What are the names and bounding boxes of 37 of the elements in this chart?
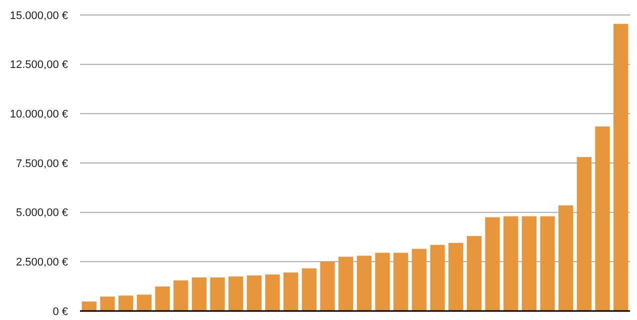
y-tick-label: 2.500,00 € bbox=[16, 256, 68, 269]
bar bbox=[595, 126, 610, 311]
bar bbox=[320, 262, 335, 311]
bar bbox=[192, 277, 206, 311]
bar bbox=[210, 277, 225, 311]
bar bbox=[338, 256, 354, 311]
bar bbox=[100, 296, 115, 311]
bar bbox=[614, 24, 628, 311]
bar bbox=[265, 274, 280, 311]
bar bbox=[82, 302, 96, 311]
bar bbox=[504, 216, 518, 311]
bar bbox=[356, 256, 372, 311]
bar bbox=[155, 286, 170, 311]
y-tick-label: 12.500,00 € bbox=[10, 59, 68, 72]
bar bbox=[466, 236, 482, 311]
bar bbox=[540, 216, 555, 311]
bar bbox=[136, 294, 152, 311]
bar bbox=[430, 244, 445, 311]
bar bbox=[412, 248, 426, 311]
bar bbox=[522, 216, 536, 311]
y-tick-label: 5.000,00 € bbox=[16, 207, 68, 220]
bar bbox=[118, 296, 134, 311]
y-tick-label: 0 € bbox=[52, 306, 68, 318]
y-tick-label: 10.000,00 € bbox=[10, 108, 68, 121]
bar bbox=[558, 205, 574, 311]
bar bbox=[485, 217, 500, 311]
bar bbox=[246, 275, 262, 311]
bar bbox=[375, 252, 390, 311]
bar bbox=[228, 276, 244, 311]
bar bbox=[576, 157, 592, 311]
y-tick-label: 15.000,00 € bbox=[10, 10, 68, 22]
bar bbox=[284, 272, 298, 311]
bar bbox=[302, 268, 316, 311]
bar bbox=[174, 280, 188, 311]
bar bbox=[394, 252, 408, 311]
bar bbox=[448, 242, 464, 311]
y-tick-label: 7.500,00 € bbox=[16, 158, 68, 170]
